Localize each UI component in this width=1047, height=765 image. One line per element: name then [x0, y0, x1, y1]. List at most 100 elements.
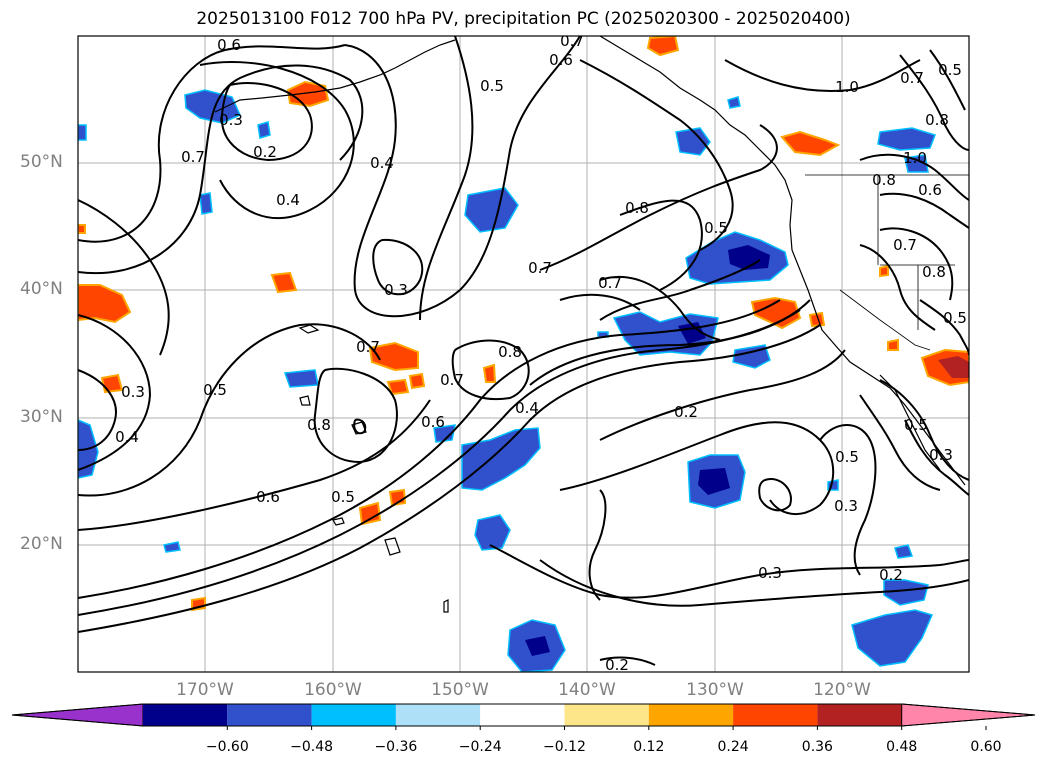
lat-label-20n: 20°N	[20, 534, 63, 554]
contour-label: 0.6	[421, 413, 445, 431]
lat-label-30n: 30°N	[20, 407, 63, 427]
blue-blob	[461, 427, 541, 491]
lon-label-120w: 120°W	[813, 680, 871, 700]
contour-label: 0.4	[370, 154, 394, 172]
lat-label-40n: 40°N	[20, 279, 63, 299]
blue-blob	[433, 424, 456, 443]
contour-label: 0.7	[900, 69, 924, 87]
contour-label: 0.7	[528, 259, 552, 277]
colorbar-segment	[817, 704, 902, 726]
colorbar-tick-label: −0.60	[205, 739, 249, 755]
colorbar-tick-label: 0.24	[717, 739, 749, 755]
contour-label: 0.7	[560, 32, 584, 50]
contour-label: 0.6	[918, 181, 942, 199]
red-blob	[408, 372, 426, 390]
colorbar-segment	[143, 704, 228, 726]
colorbar-tick-label: −0.36	[374, 739, 418, 755]
contour-label: 0.3	[121, 383, 145, 401]
contour-label: 0.8	[872, 171, 896, 189]
colorbar-segment	[733, 704, 818, 726]
blue-blob	[464, 187, 519, 233]
colorbar-extend-high	[901, 703, 1036, 727]
contour-label: 0.3	[758, 564, 782, 582]
contour-label: 0.3	[834, 497, 858, 515]
red-blob	[780, 130, 841, 157]
contour-label: 0.6	[256, 488, 280, 506]
colorbar-tick-label: 0.60	[970, 739, 1002, 755]
contour-label: 0.5	[704, 219, 728, 237]
colorbar-tick-label: 0.12	[633, 739, 665, 755]
chart-title: 2025013100 F012 700 hPa PV, precipitatio…	[196, 9, 851, 29]
contour-label: 0.8	[498, 343, 522, 361]
colorbar-segment	[480, 704, 565, 726]
blue-blob	[184, 89, 241, 124]
precip-negative-blobs	[78, 89, 936, 672]
red-blob	[78, 284, 132, 324]
blue-blob	[78, 124, 87, 141]
red-blob	[879, 264, 889, 278]
contour-label: 0.3	[219, 111, 243, 129]
contour-label: 0.7	[181, 148, 205, 166]
contour-label: 0.5	[938, 61, 962, 79]
blue-blob-core	[728, 245, 770, 270]
blue-blob	[883, 579, 929, 606]
contour-label: 0.7	[598, 274, 622, 292]
colorbar-outline	[11, 703, 1036, 727]
red-blob	[358, 501, 382, 526]
precip-positive-blobs	[78, 36, 969, 612]
colorbar-segment	[564, 704, 649, 726]
pv-contours	[78, 36, 969, 666]
contour-label: 0.6	[217, 36, 241, 54]
red-blob	[646, 36, 680, 57]
contour-label: 0.8	[625, 199, 649, 217]
colorbar-segment	[395, 704, 481, 726]
colorbar	[11, 703, 1036, 730]
contour-label: 0.5	[943, 309, 967, 327]
contour-label: 1.0	[835, 78, 859, 96]
colorbar-segment	[648, 704, 734, 726]
contour-label: 0.5	[203, 381, 227, 399]
contour-label: 0.8	[922, 263, 946, 281]
contour-label: 0.2	[605, 656, 629, 674]
colorbar-segment	[311, 704, 396, 726]
colorbar-tick-label: −0.24	[458, 739, 502, 755]
blue-blob-core	[698, 468, 730, 495]
blue-blob	[732, 344, 771, 369]
blue-blob	[675, 127, 711, 156]
contour-label: 0.4	[515, 399, 539, 417]
blue-blob	[199, 192, 213, 215]
lon-label-150w: 150°W	[431, 680, 489, 700]
contour-label: 1.0	[903, 149, 927, 167]
contour-label: 0.4	[276, 191, 300, 209]
red-blob	[887, 338, 899, 351]
lon-label-130w: 130°W	[686, 680, 744, 700]
blue-blob	[904, 154, 929, 173]
blue-blob	[877, 127, 936, 151]
contour-label: 0.3	[384, 281, 408, 299]
contour-labels: 0.60.30.20.70.40.40.50.30.70.80.50.70.60…	[115, 32, 967, 674]
red-blob	[386, 378, 410, 396]
colorbar-tick-label: −0.12	[543, 739, 586, 755]
colorbar-tick-label: 0.36	[801, 739, 833, 755]
contour-label: 0.7	[356, 338, 380, 356]
coastlines	[214, 36, 966, 613]
contour-label: 0.3	[929, 446, 953, 464]
blue-blob	[283, 369, 319, 388]
contour-label: 0.5	[904, 416, 928, 434]
contour-label: 0.2	[879, 566, 903, 584]
blue-blob-core	[525, 636, 550, 656]
red-blob	[270, 271, 298, 294]
red-blob	[750, 296, 802, 330]
colorbar-tick-label: −0.48	[290, 739, 334, 755]
blue-blob	[894, 544, 914, 559]
lon-label-160w: 160°W	[304, 680, 362, 700]
colorbar-segment	[227, 704, 312, 726]
contour-label: 0.8	[307, 416, 331, 434]
contour-label: 0.5	[480, 77, 504, 95]
map-frame	[77, 35, 970, 673]
red-blob-core	[938, 356, 969, 378]
lon-label-170w: 170°W	[176, 680, 234, 700]
contour-label: 0.7	[440, 371, 464, 389]
contour-label: 0.8	[925, 111, 949, 129]
